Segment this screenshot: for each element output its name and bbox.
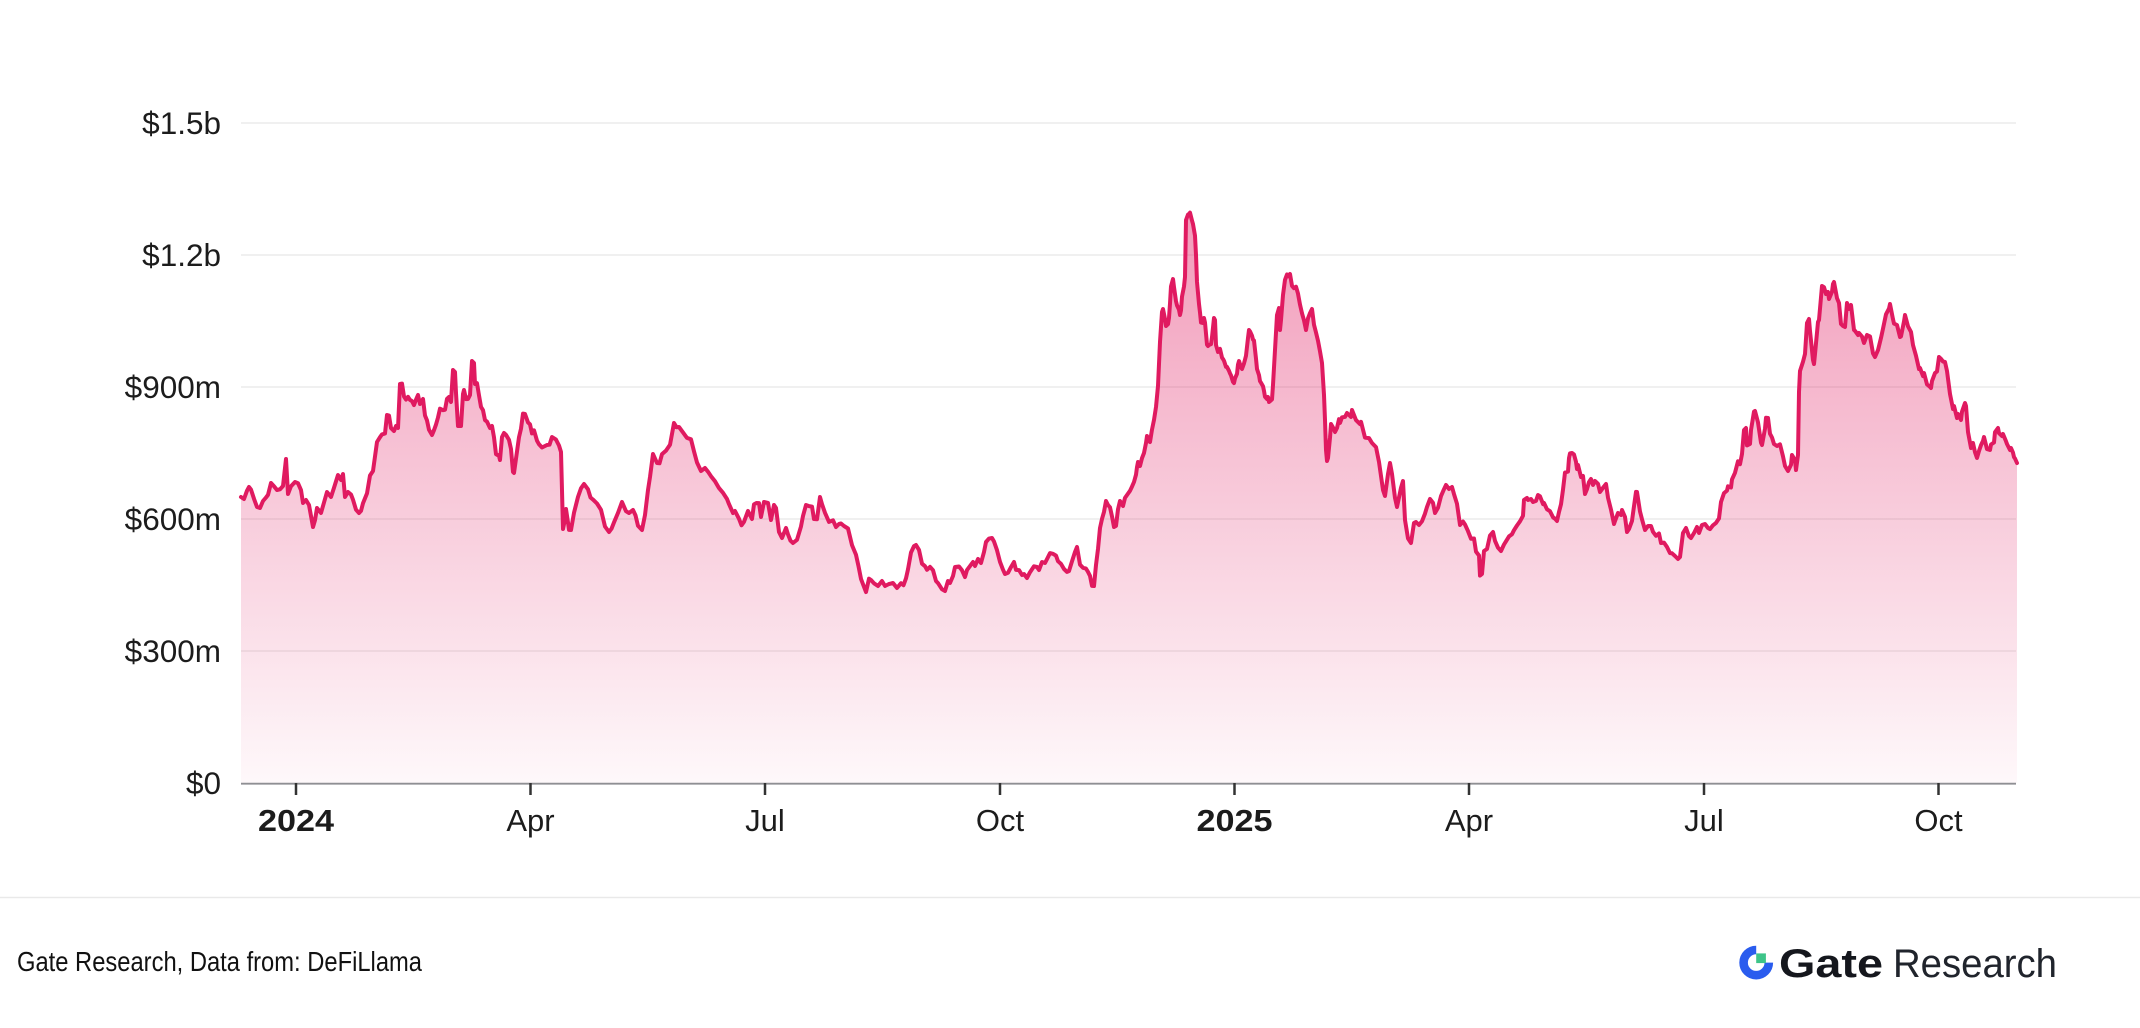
svg-text:$1.5b: $1.5b	[142, 105, 221, 141]
svg-text:Jul: Jul	[1684, 803, 1724, 838]
svg-text:Oct: Oct	[976, 803, 1025, 838]
svg-text:$600m: $600m	[125, 501, 221, 537]
svg-text:Apr: Apr	[506, 803, 554, 838]
svg-text:Gate: Gate	[1779, 942, 1883, 986]
svg-text:$900m: $900m	[125, 369, 221, 405]
svg-text:Oct: Oct	[1914, 803, 1963, 838]
svg-text:Gate Research, Data from: DeFi: Gate Research, Data from: DeFiLlama	[17, 946, 422, 977]
svg-text:2025: 2025	[1197, 803, 1273, 838]
svg-text:Apr: Apr	[1445, 803, 1493, 838]
svg-text:$0: $0	[186, 765, 221, 801]
svg-text:$1.2b: $1.2b	[142, 237, 221, 273]
svg-text:$300m: $300m	[125, 633, 221, 669]
svg-text:Research: Research	[1893, 942, 2057, 986]
svg-text:2024: 2024	[258, 803, 335, 838]
svg-text:Jul: Jul	[745, 803, 785, 838]
